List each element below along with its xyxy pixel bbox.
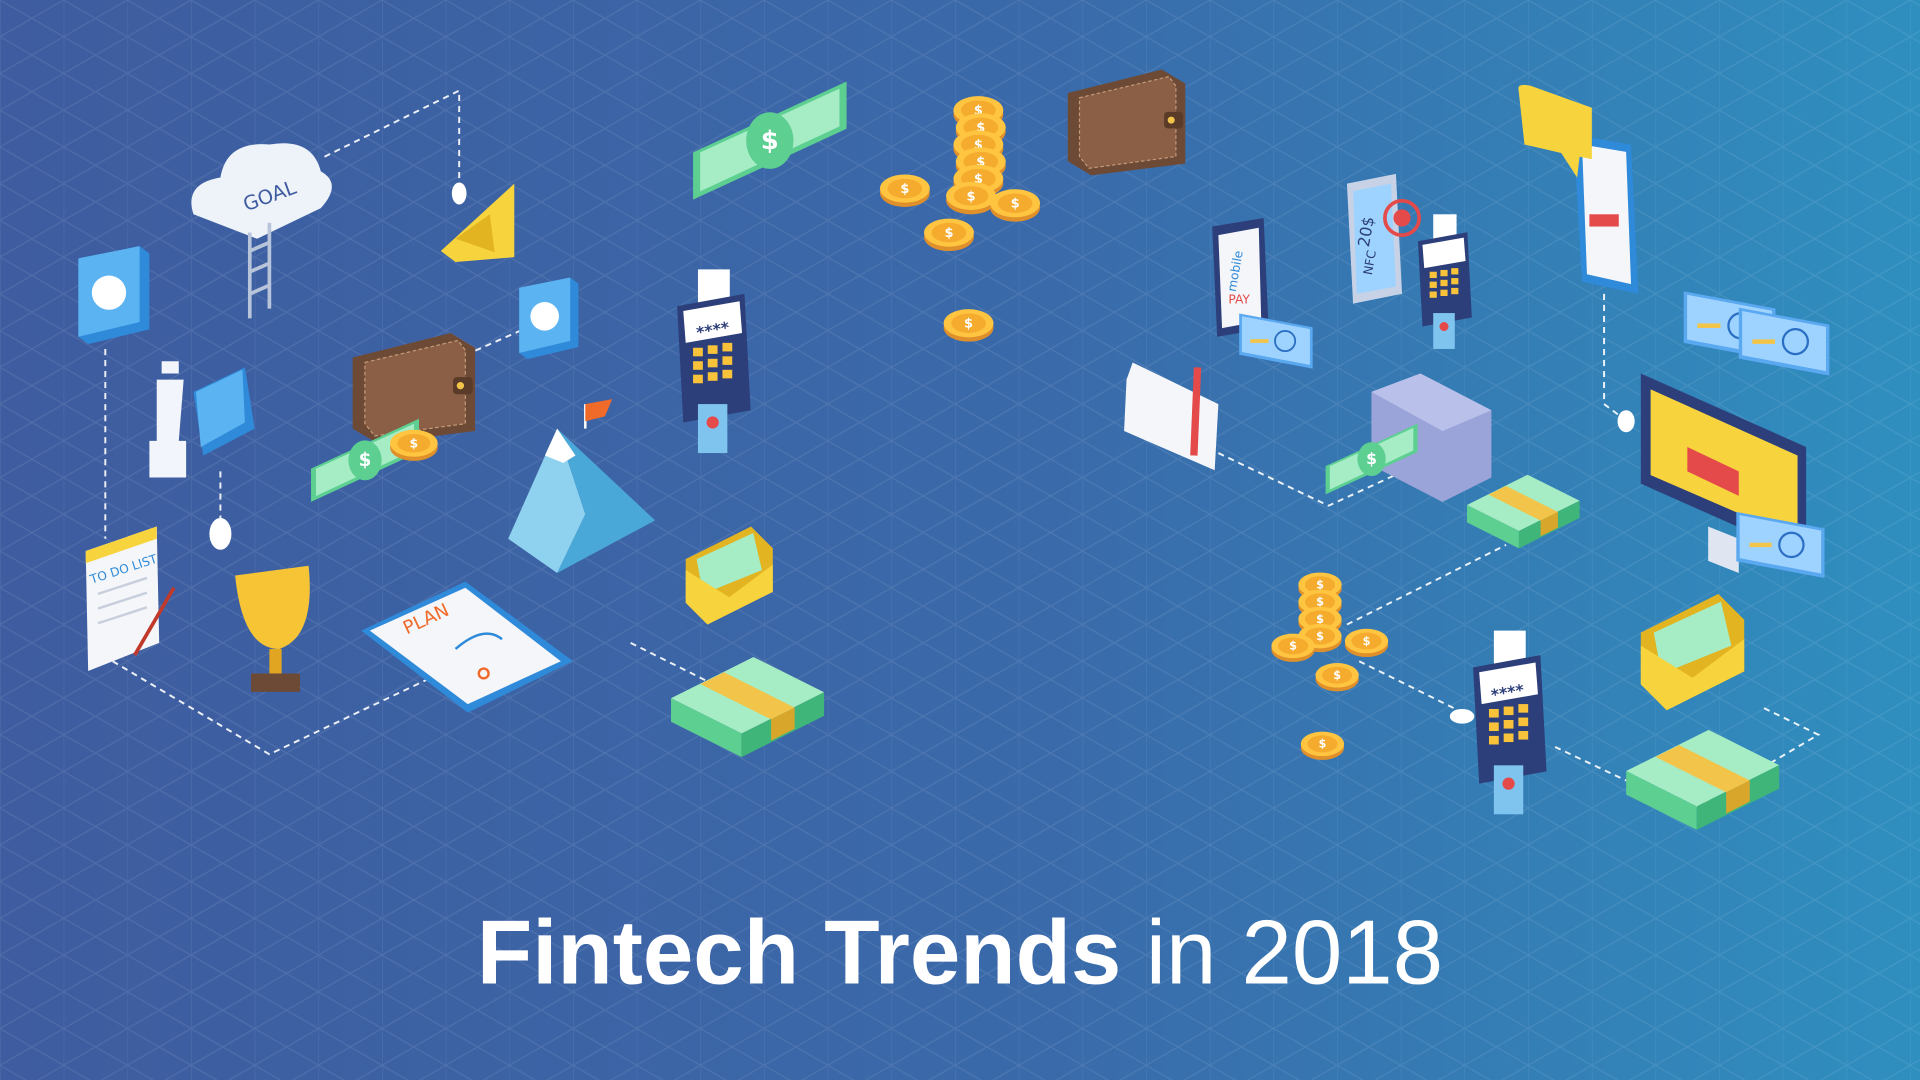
connectors-part bbox=[451, 182, 467, 205]
megaphone-part bbox=[455, 214, 495, 253]
nfc-phone-part: NFC bbox=[1361, 249, 1379, 276]
coin-stack-part bbox=[1344, 628, 1389, 658]
mountain-part bbox=[585, 399, 613, 422]
coin-stack-part bbox=[1315, 663, 1359, 692]
goal-cloud-part bbox=[191, 143, 332, 239]
title-light: in 2018 bbox=[1146, 902, 1443, 1003]
mountain-part bbox=[508, 428, 586, 574]
monitor-part bbox=[1708, 526, 1739, 574]
nfc-phone-part: 20$ bbox=[1354, 215, 1378, 248]
connectors-part bbox=[1346, 544, 1507, 626]
mountain-part bbox=[557, 428, 656, 574]
goal-cloud-part bbox=[247, 222, 272, 319]
mountain-part bbox=[544, 428, 576, 463]
plan-board-part bbox=[369, 587, 561, 705]
chess-king bbox=[149, 361, 255, 478]
megaphone-part bbox=[440, 183, 515, 263]
title-bold: Fintech Trends bbox=[477, 902, 1121, 1003]
coin bbox=[390, 429, 438, 461]
coin bbox=[1300, 731, 1345, 760]
monitor-part bbox=[1687, 446, 1739, 496]
nfc-phone-part bbox=[1393, 209, 1411, 227]
coin-stack-part bbox=[924, 218, 974, 252]
atm bbox=[1371, 373, 1492, 503]
connectors-part bbox=[209, 517, 232, 550]
plan-board-part bbox=[454, 632, 503, 650]
to-do-list-part bbox=[85, 526, 157, 564]
connectors-part bbox=[112, 660, 454, 756]
monitor bbox=[1640, 373, 1807, 574]
mobile-pay-phone-part: PAY bbox=[1228, 293, 1250, 307]
atm-part bbox=[1371, 373, 1492, 432]
knight-icon bbox=[519, 277, 579, 360]
to-do-list-part bbox=[85, 526, 160, 672]
plan-board-part bbox=[477, 667, 490, 680]
trophy-part bbox=[251, 673, 300, 692]
mobile-pay-phone-part bbox=[1218, 227, 1262, 329]
coin-stack-part bbox=[990, 189, 1041, 222]
coin-stack-part bbox=[946, 181, 996, 215]
nfc-phone: 20$ NFC bbox=[1346, 173, 1422, 304]
trophy-part bbox=[235, 565, 310, 649]
connectors-part bbox=[1449, 708, 1475, 724]
megaphone bbox=[440, 183, 515, 263]
plan-board: PLAN bbox=[361, 581, 574, 713]
connectors-part bbox=[1603, 293, 1630, 424]
connectors-part bbox=[1617, 410, 1635, 433]
connectors-part bbox=[1358, 660, 1489, 726]
to-do-list-part bbox=[133, 586, 176, 657]
monitor-part bbox=[1650, 389, 1798, 539]
goal-cloud: GOAL bbox=[191, 143, 332, 319]
cart-phone-part bbox=[1589, 214, 1619, 227]
coin-stack-part bbox=[879, 174, 930, 207]
cart-phone bbox=[1518, 84, 1639, 294]
to-do-list: TO DO LIST bbox=[85, 526, 176, 672]
trophy-part bbox=[269, 648, 282, 674]
trophy bbox=[235, 565, 310, 692]
cheque-part bbox=[1190, 367, 1202, 456]
chess-king-part bbox=[195, 369, 245, 447]
head-icon bbox=[78, 246, 150, 345]
chess-king-part bbox=[149, 361, 187, 478]
coin bbox=[943, 309, 994, 342]
mountain bbox=[508, 399, 656, 574]
mobile-pay-phone: mobile PAY bbox=[1212, 217, 1269, 337]
cheque bbox=[1124, 362, 1219, 471]
to-do-list-part bbox=[97, 576, 148, 625]
nfc-phone-part bbox=[1383, 198, 1422, 237]
connectors-part bbox=[324, 89, 461, 184]
cart-phone-part bbox=[1518, 84, 1592, 178]
coin-stack-part bbox=[1271, 633, 1315, 662]
